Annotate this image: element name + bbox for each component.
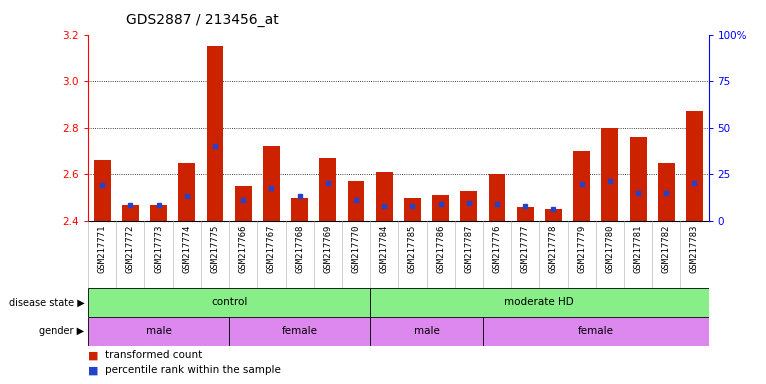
Bar — [88, 317, 229, 346]
Text: GSM217771: GSM217771 — [98, 224, 106, 273]
Bar — [370, 288, 709, 317]
Text: GSM217781: GSM217781 — [633, 224, 643, 273]
Bar — [658, 162, 675, 221]
Bar — [291, 197, 308, 221]
Bar — [178, 162, 195, 221]
Text: GSM217768: GSM217768 — [295, 224, 304, 273]
Text: GSM217782: GSM217782 — [662, 224, 671, 273]
Text: GSM217778: GSM217778 — [549, 224, 558, 273]
Bar — [207, 46, 224, 221]
Text: GSM217772: GSM217772 — [126, 224, 135, 273]
Text: male: male — [414, 326, 440, 336]
Bar — [601, 127, 618, 221]
Bar — [545, 209, 562, 221]
Bar — [376, 172, 393, 221]
Bar — [573, 151, 590, 221]
Text: male: male — [146, 326, 172, 336]
Bar — [234, 186, 252, 221]
Bar — [404, 197, 421, 221]
Text: GSM217767: GSM217767 — [267, 224, 276, 273]
Bar — [686, 111, 703, 221]
Text: GSM217776: GSM217776 — [493, 224, 502, 273]
Text: GSM217779: GSM217779 — [577, 224, 586, 273]
Text: female: female — [578, 326, 614, 336]
Text: GSM217770: GSM217770 — [352, 224, 361, 273]
Text: GSM217780: GSM217780 — [605, 224, 614, 273]
Bar — [630, 137, 647, 221]
Text: control: control — [211, 297, 247, 308]
Text: moderate HD: moderate HD — [505, 297, 574, 308]
Text: percentile rank within the sample: percentile rank within the sample — [105, 366, 281, 376]
Text: GSM217784: GSM217784 — [380, 224, 388, 273]
Text: GSM217785: GSM217785 — [408, 224, 417, 273]
Text: GSM217786: GSM217786 — [436, 224, 445, 273]
Bar — [348, 181, 365, 221]
Text: GSM217777: GSM217777 — [521, 224, 530, 273]
Bar — [229, 317, 370, 346]
Bar — [489, 174, 506, 221]
Text: GDS2887 / 213456_at: GDS2887 / 213456_at — [126, 13, 279, 27]
Bar — [432, 195, 449, 221]
Bar — [483, 317, 709, 346]
Bar — [122, 205, 139, 221]
Text: ■: ■ — [88, 366, 99, 376]
Bar — [263, 146, 280, 221]
Text: ■: ■ — [88, 350, 99, 360]
Text: GSM217773: GSM217773 — [154, 224, 163, 273]
Bar — [319, 158, 336, 221]
Bar — [150, 205, 167, 221]
Text: GSM217769: GSM217769 — [323, 224, 332, 273]
Bar — [93, 160, 110, 221]
Text: GSM217766: GSM217766 — [239, 224, 247, 273]
Bar — [370, 317, 483, 346]
Bar — [517, 207, 534, 221]
Bar — [460, 190, 477, 221]
Text: GSM217783: GSM217783 — [690, 224, 699, 273]
Text: disease state ▶: disease state ▶ — [8, 297, 84, 308]
Bar — [88, 288, 370, 317]
Text: GSM217774: GSM217774 — [182, 224, 192, 273]
Text: GSM217787: GSM217787 — [464, 224, 473, 273]
Text: transformed count: transformed count — [105, 350, 202, 360]
Text: gender ▶: gender ▶ — [39, 326, 84, 336]
Text: GSM217775: GSM217775 — [211, 224, 220, 273]
Text: female: female — [282, 326, 318, 336]
